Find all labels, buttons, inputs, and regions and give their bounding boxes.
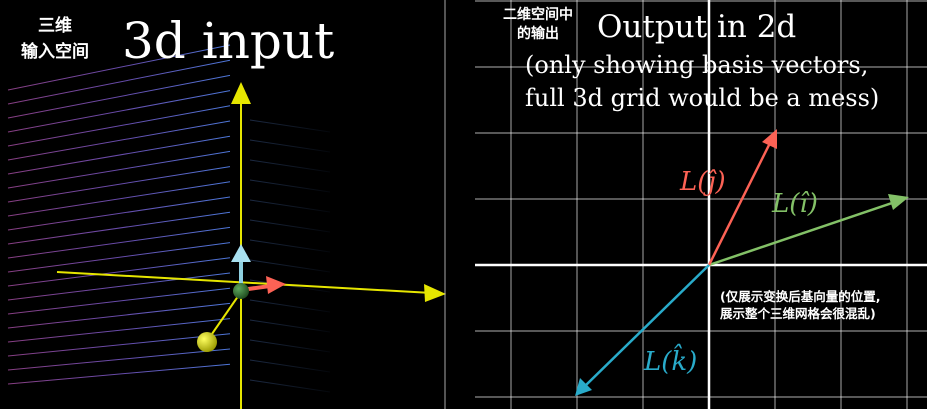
- right-cn-caption-1: 二维空间中: [503, 6, 573, 23]
- L-j-head: [762, 129, 777, 149]
- L-i-head: [888, 194, 909, 210]
- L-j-vector: [707, 142, 772, 266]
- L-i-vector: [708, 200, 896, 267]
- right-2d-grid: [444, 0, 927, 409]
- L-i-label: L(î): [771, 189, 818, 219]
- j-hat-3d-head: [231, 244, 251, 262]
- left-3d-grid: [7, 44, 331, 400]
- yellow-sphere: [197, 332, 217, 352]
- y-axis-arrow: [231, 82, 251, 104]
- right-cn-note-1: (仅展示变换后基向量的位置,: [720, 289, 880, 304]
- right-cn-caption-2: 的输出: [517, 25, 559, 42]
- right-cn-note-2: 展示整个三维网格会很混乱): [720, 306, 876, 321]
- x-axis-arrow: [424, 284, 446, 302]
- L-k-vector: [584, 264, 710, 387]
- right-title: Output in 2d: [597, 9, 796, 45]
- x-axis-3d: [56, 271, 433, 294]
- right-subtitle-2: full 3d grid would be a mess): [525, 84, 879, 112]
- L-k-head: [575, 378, 592, 396]
- L-k-label: L(k̂): [643, 343, 697, 377]
- left-cn-caption-2: 输入空间: [21, 41, 89, 62]
- left-title: 3d input: [122, 12, 334, 70]
- L-j-label: L(ĵ): [679, 167, 726, 197]
- left-cn-caption-1: 三维: [38, 15, 72, 36]
- origin-sphere: [233, 283, 249, 299]
- i-hat-3d-head: [266, 276, 286, 294]
- right-subtitle-1: (only showing basis vectors,: [525, 51, 868, 79]
